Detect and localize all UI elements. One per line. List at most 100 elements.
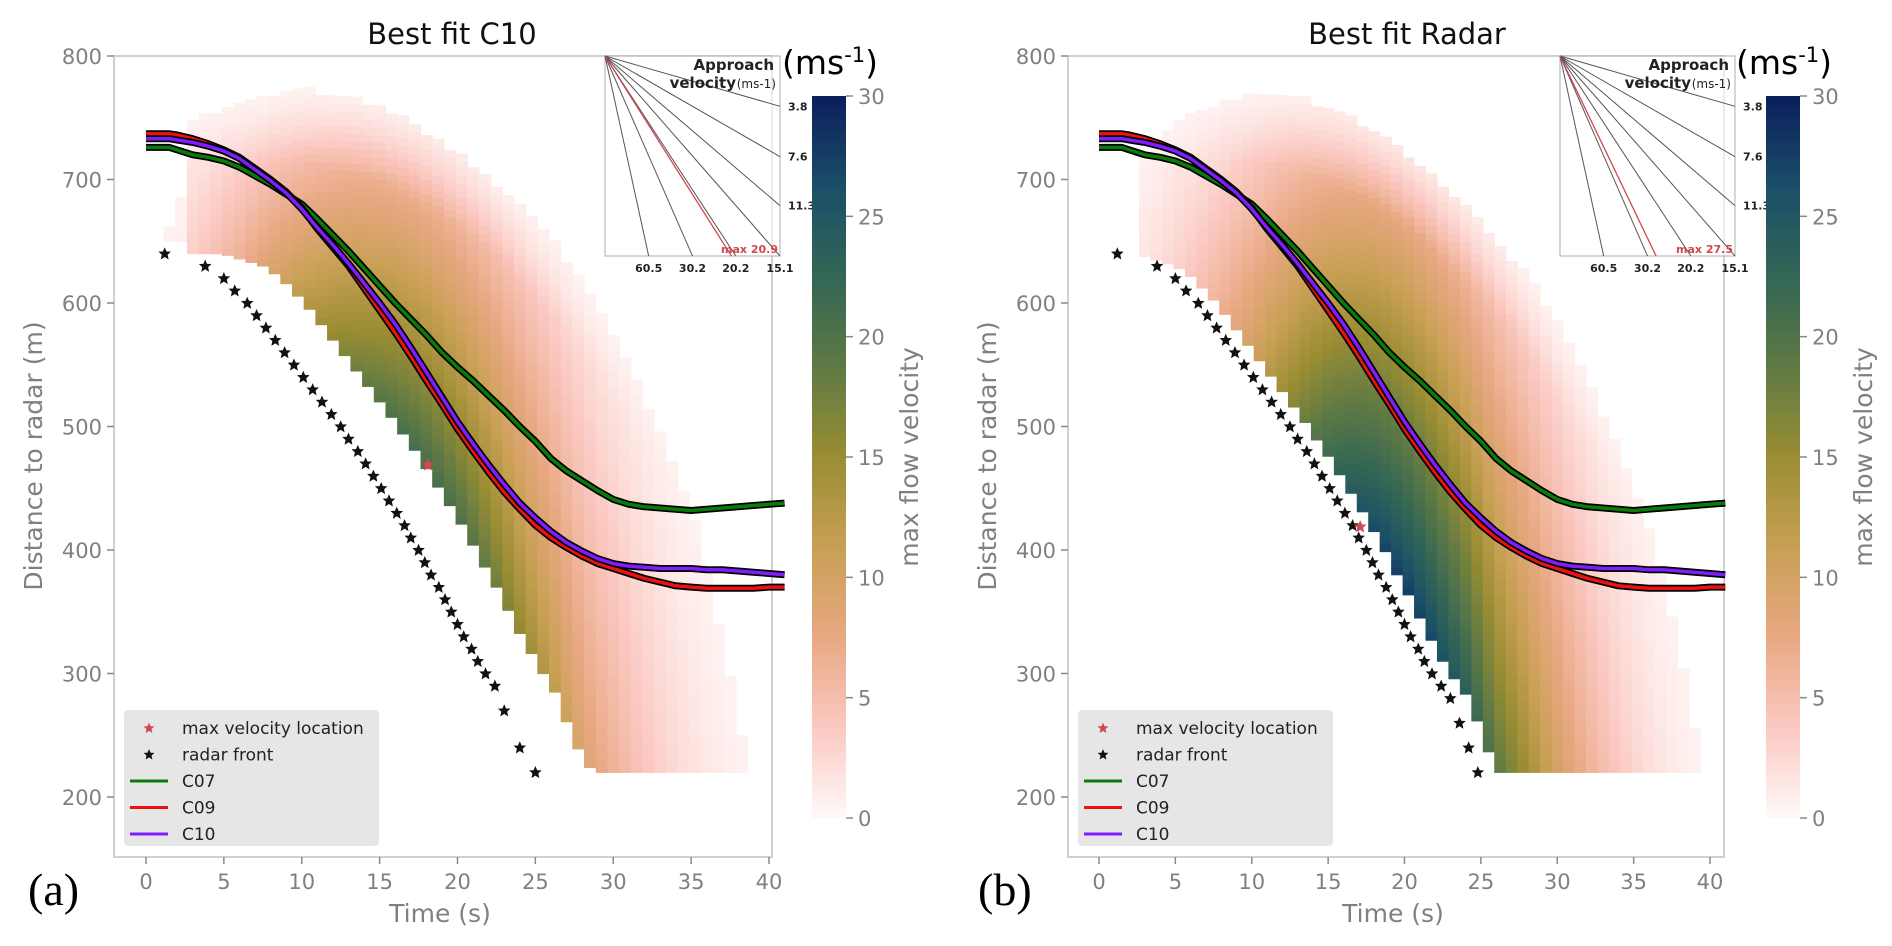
heatmap-cell <box>724 705 737 714</box>
heatmap-cell <box>1425 358 1438 367</box>
heatmap-cell <box>1207 225 1220 234</box>
inset-right-tick: 11.3 <box>788 200 815 213</box>
heatmap-cell <box>1402 379 1415 388</box>
heatmap-cell <box>1528 653 1541 662</box>
heatmap-cell <box>595 335 609 344</box>
heatmap-cell <box>1597 446 1610 455</box>
heatmap-cell <box>1276 139 1289 148</box>
heatmap-cell <box>1459 212 1472 221</box>
inset-max-label: max 20.9 <box>721 243 778 256</box>
heatmap-cell <box>1356 193 1369 202</box>
heatmap-cell <box>1597 668 1610 677</box>
colorbar-segment <box>812 781 846 789</box>
heatmap-cell <box>1494 283 1507 292</box>
heatmap-cell <box>1402 283 1415 292</box>
heatmap-cell <box>1414 240 1427 249</box>
heatmap-cell <box>1436 379 1450 388</box>
heatmap-cell <box>560 277 573 286</box>
heatmap-cell <box>1299 370 1312 379</box>
heatmap-cell <box>619 438 632 447</box>
heatmap-cell <box>1379 507 1392 516</box>
y-tick-label: 400 <box>1016 539 1056 563</box>
heatmap-cell <box>1219 195 1232 204</box>
heatmap-cell <box>1471 291 1484 300</box>
heatmap-cell <box>1471 268 1484 277</box>
heatmap-cell <box>502 291 515 300</box>
heatmap-cell <box>630 416 644 425</box>
heatmap-cell <box>408 124 422 133</box>
heatmap-cell <box>537 280 550 289</box>
heatmap-cell <box>560 529 573 538</box>
heatmap-cell <box>1436 535 1450 544</box>
heatmap-cell <box>1379 447 1392 456</box>
radar-front-star <box>217 272 231 285</box>
heatmap-cell <box>677 512 690 521</box>
heatmap-cell <box>677 720 690 729</box>
heatmap-cell <box>1540 535 1553 544</box>
heatmap-cell <box>1677 764 1690 773</box>
heatmap-cell <box>1368 494 1381 503</box>
colorbar-segment <box>1766 721 1800 729</box>
colorbar-tick-label: 30 <box>1812 85 1839 109</box>
heatmap-cell <box>1242 130 1255 139</box>
heatmap-cell <box>1505 349 1518 358</box>
heatmap-cell <box>1139 167 1152 176</box>
heatmap-cell <box>1574 742 1587 751</box>
heatmap-cell <box>1299 229 1312 238</box>
heatmap-cell <box>1436 505 1450 514</box>
heatmap-cell <box>513 388 527 397</box>
heatmap-cell <box>1540 394 1553 403</box>
heatmap-cell <box>1654 764 1667 773</box>
heatmap-cell <box>1333 230 1346 239</box>
heatmap-cell <box>327 125 340 134</box>
colorbar-segment <box>812 204 846 211</box>
heatmap-cell <box>1310 187 1323 196</box>
heatmap-cell <box>1482 484 1495 493</box>
heatmap-cell <box>1436 609 1450 618</box>
heatmap-cell <box>1448 441 1461 450</box>
heatmap-cell <box>1414 469 1427 478</box>
heatmap-cell <box>397 404 410 413</box>
heatmap-cell <box>1540 468 1553 477</box>
heatmap-cell <box>537 473 550 482</box>
heatmap-cell <box>1299 222 1312 231</box>
heatmap-cell <box>502 328 515 337</box>
heatmap-cell <box>478 315 492 324</box>
heatmap-cell <box>584 611 597 620</box>
radar-front-star <box>1246 370 1260 383</box>
heatmap-cell <box>420 201 433 210</box>
heatmap-cell <box>1356 415 1369 424</box>
heatmap-cell <box>1448 567 1461 576</box>
heatmap-cell <box>1253 242 1266 251</box>
heatmap-cell <box>1494 386 1507 395</box>
colorbar-segment <box>812 324 846 332</box>
heatmap-cell <box>1299 177 1312 186</box>
heatmap-cell <box>1528 290 1541 299</box>
heatmap-cell <box>630 431 644 440</box>
heatmap-cell <box>665 698 679 707</box>
heatmap-cell <box>1333 200 1346 209</box>
heatmap-cell <box>327 147 340 156</box>
heatmap-cell <box>292 184 305 193</box>
heatmap-cell <box>1620 601 1633 610</box>
heatmap-cell <box>1333 363 1346 372</box>
heatmap-cell <box>513 625 527 634</box>
heatmap-cell <box>408 257 422 266</box>
heatmap-cell <box>1517 720 1530 729</box>
heatmap-cell <box>595 379 609 388</box>
heatmap-cell <box>1494 727 1507 736</box>
heatmap-cell <box>1356 141 1369 150</box>
heatmap-cell <box>315 317 328 326</box>
heatmap-cell <box>1265 324 1278 333</box>
heatmap-cell <box>268 251 281 260</box>
heatmap-cell <box>1310 425 1323 434</box>
heatmap-cell <box>1459 619 1472 628</box>
heatmap-cell <box>654 638 667 647</box>
heatmap-cell <box>478 411 492 420</box>
heatmap-cell <box>198 179 211 188</box>
heatmap-cell <box>560 491 573 500</box>
heatmap-cell <box>1276 369 1289 378</box>
heatmap-cell <box>1620 624 1633 633</box>
heatmap-cell <box>1471 424 1484 433</box>
heatmap-cell <box>525 349 538 358</box>
